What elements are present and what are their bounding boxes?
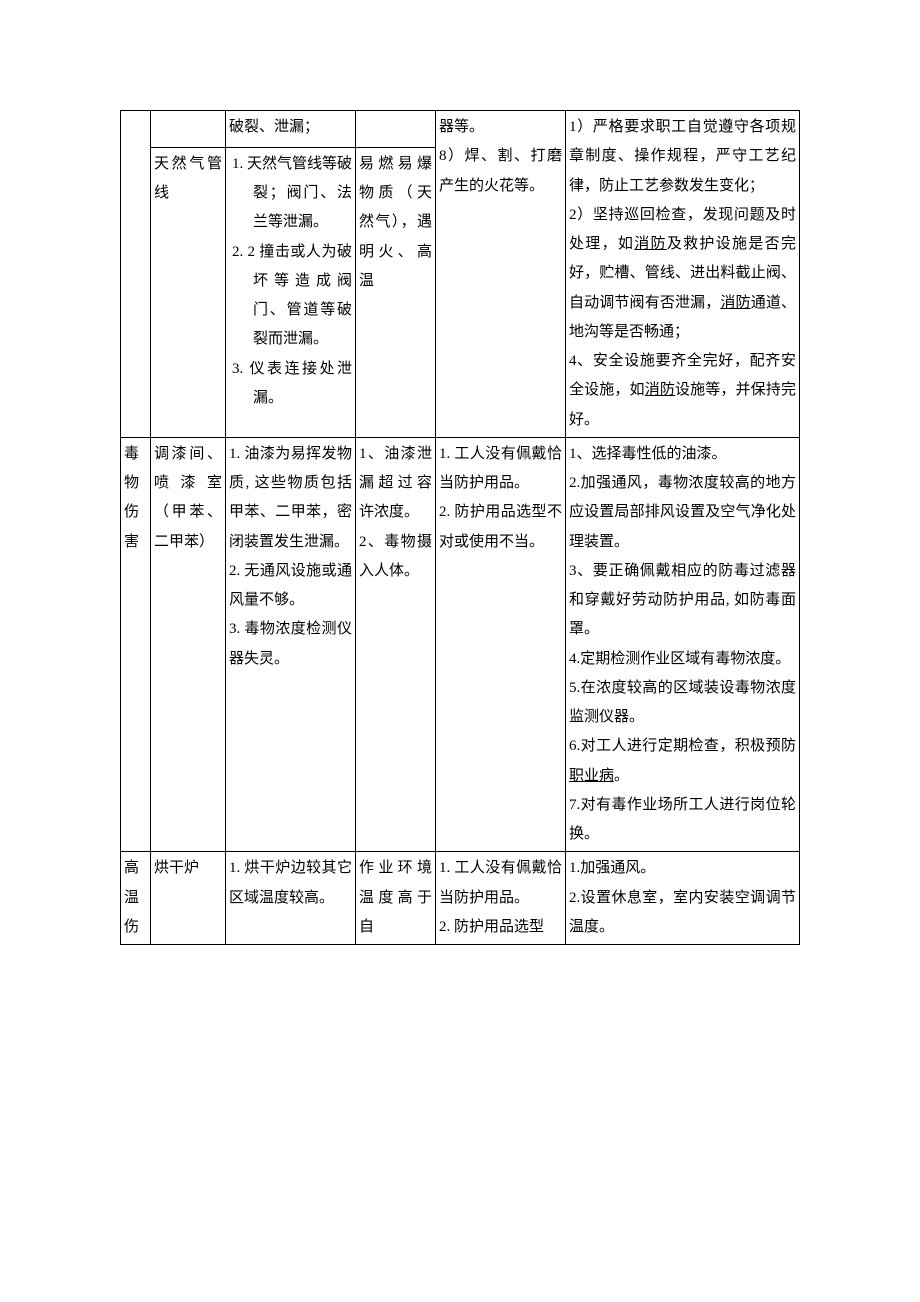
- cell-condition: 易燃易爆物质（天然气），遇明火、高温: [356, 147, 436, 437]
- cell-condition-blank: [356, 111, 436, 148]
- cell-category: 毒物伤害: [121, 437, 151, 852]
- hazard-table: 破裂、泄漏； 器等。 8）焊、割、打磨产生的火花等。 1）严格要求职工自觉遵守各…: [120, 110, 800, 945]
- list-item: 2.设置休息室，室内安装空调调节温度。: [569, 884, 796, 943]
- text: 调漆间、喷漆室（甲苯、二甲苯）: [154, 446, 222, 550]
- list-item: 6.对工人进行定期检查，积极预防职业病。: [569, 732, 796, 791]
- list-item: 1. 工人没有佩戴恰当防护用品。: [439, 854, 562, 913]
- list-item: 1. 烘干炉边较其它区域温度较高。: [229, 854, 352, 913]
- cell-condition: 1、油漆泄漏超过容许浓度。 2、毒物摄入人体。: [356, 437, 436, 852]
- list-item: 3. 毒物浓度检测仪器失灵。: [229, 615, 352, 674]
- cell-location: 天然气管线: [151, 147, 226, 437]
- cell-trigger: 1. 工人没有佩戴恰当防护用品。 2. 防护用品选型: [436, 852, 566, 945]
- cell-cause: 1. 烘干炉边较其它区域温度较高。: [226, 852, 356, 945]
- text: 毒物伤害: [124, 446, 139, 550]
- text: 8）焊、割、打磨产生的火花等。: [439, 148, 562, 193]
- list-item: 1. 天然气管线等破裂；阀门、法兰等泄漏。: [232, 150, 352, 238]
- list-item: 3. 仪表连接处泄漏。: [232, 355, 352, 414]
- text: 2）坚持巡回检查，发现问题及时处理，如消防及救护设施是否完好，贮槽、管线、进出料…: [569, 207, 796, 340]
- cell-location: 烘干炉: [151, 852, 226, 945]
- cell-location-blank: [151, 111, 226, 148]
- cell-location: 调漆间、喷漆室（甲苯、二甲苯）: [151, 437, 226, 852]
- table-row: 毒物伤害 调漆间、喷漆室（甲苯、二甲苯） 1. 油漆为易挥发物质, 这些物质包括…: [121, 437, 800, 852]
- list-item: 1.加强通风。: [569, 854, 796, 883]
- list-item: 2. 防护用品选型: [439, 913, 562, 942]
- cell-measures: 1.加强通风。 2.设置休息室，室内安装空调调节温度。: [566, 852, 800, 945]
- list-item: 5.在浓度较高的区域装设毒物浓度监测仪器。: [569, 674, 796, 733]
- cell-category-blank: [121, 111, 151, 438]
- text: 高温伤: [124, 860, 139, 935]
- list-item: 7.对有毒作业场所工人进行岗位轮换。: [569, 791, 796, 850]
- text: 1）严格要求职工自觉遵守各项规章制度、操作规程，严守工艺纪律，防止工艺参数发生变…: [569, 119, 796, 194]
- cell-trigger: 器等。 8）焊、割、打磨产生的火花等。: [436, 111, 566, 438]
- cell-trigger: 1. 工人没有佩戴恰当防护用品。 2. 防护用品选型不对或使用不当。: [436, 437, 566, 852]
- text: 烘干炉: [154, 860, 199, 876]
- list-item: 2. 防护用品选型不对或使用不当。: [439, 498, 562, 557]
- list-item: 2. 2 撞击或人为破坏等造成阀门、管道等破裂而泄漏。: [232, 238, 352, 355]
- cell-cause: 破裂、泄漏；: [226, 111, 356, 148]
- list-item: 1、油漆泄漏超过容许浓度。: [359, 440, 432, 528]
- table-row: 破裂、泄漏； 器等。 8）焊、割、打磨产生的火花等。 1）严格要求职工自觉遵守各…: [121, 111, 800, 148]
- cell-measures: 1）严格要求职工自觉遵守各项规章制度、操作规程，严守工艺纪律，防止工艺参数发生变…: [566, 111, 800, 438]
- text: 易燃易爆物质（天然气），遇明火、高温: [359, 156, 432, 289]
- text: 4、安全设施要齐全完好，配齐安全设施，如消防设施等，并保持完好。: [569, 353, 796, 428]
- cell-cause: 1. 油漆为易挥发物质, 这些物质包括甲苯、二甲苯，密闭装置发生泄漏。 2. 无…: [226, 437, 356, 852]
- cell-condition: 作业环境温度高于自: [356, 852, 436, 945]
- document-page: 破裂、泄漏； 器等。 8）焊、割、打磨产生的火花等。 1）严格要求职工自觉遵守各…: [0, 0, 920, 1045]
- cell-category: 高温伤: [121, 852, 151, 945]
- list-item: 1、选择毒性低的油漆。: [569, 440, 796, 469]
- table-row: 高温伤 烘干炉 1. 烘干炉边较其它区域温度较高。 作业环境温度高于自 1. 工…: [121, 852, 800, 945]
- list-item: 4.定期检测作业区域有毒物浓度。: [569, 645, 796, 674]
- cell-cause: 1. 天然气管线等破裂；阀门、法兰等泄漏。 2. 2 撞击或人为破坏等造成阀门、…: [226, 147, 356, 437]
- list-item: 1. 油漆为易挥发物质, 这些物质包括甲苯、二甲苯，密闭装置发生泄漏。: [229, 440, 352, 557]
- text: 天然气管线: [154, 156, 222, 201]
- list-item: 1. 工人没有佩戴恰当防护用品。: [439, 440, 562, 499]
- list-item: 2、毒物摄入人体。: [359, 528, 432, 587]
- list-item: 2. 无通风设施或通风量不够。: [229, 557, 352, 616]
- cell-measures: 1、选择毒性低的油漆。 2.加强通风，毒物浓度较高的地方应设置局部排风设置及空气…: [566, 437, 800, 852]
- text: 作业环境温度高于自: [359, 860, 432, 935]
- list-item: 3、要正确佩戴相应的防毒过滤器和穿戴好劳动防护用品, 如防毒面罩。: [569, 557, 796, 645]
- text: 破裂、泄漏；: [229, 119, 319, 135]
- list-item: 2.加强通风，毒物浓度较高的地方应设置局部排风设置及空气净化处理装置。: [569, 469, 796, 557]
- text: 器等。: [439, 119, 484, 135]
